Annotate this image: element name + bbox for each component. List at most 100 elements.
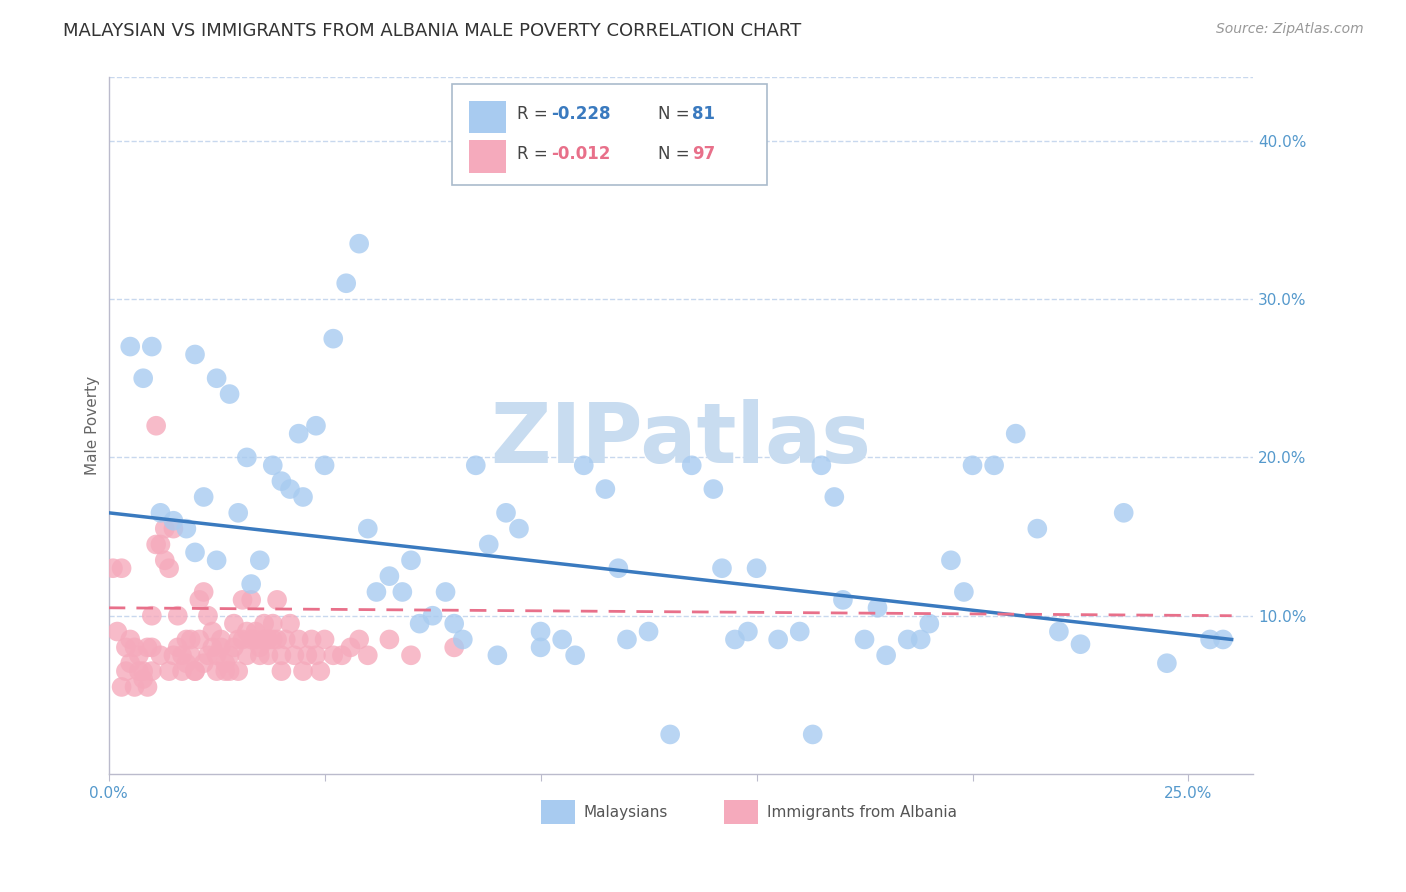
Point <box>184 545 207 559</box>
Point <box>724 632 747 647</box>
Point <box>322 332 344 346</box>
Point <box>226 506 249 520</box>
Point <box>218 387 240 401</box>
Point <box>314 458 336 473</box>
Point <box>399 648 422 663</box>
Point <box>1112 506 1135 520</box>
Point <box>529 624 551 639</box>
Point <box>162 648 184 663</box>
Point <box>180 648 202 663</box>
Point <box>124 640 146 655</box>
Text: R =: R = <box>517 145 554 163</box>
Point <box>257 632 280 647</box>
Point <box>253 616 276 631</box>
Point <box>408 616 430 631</box>
Point <box>232 632 254 647</box>
Point <box>115 664 138 678</box>
Point <box>301 632 323 647</box>
Point <box>478 537 501 551</box>
Point <box>391 585 413 599</box>
Point <box>222 640 245 655</box>
Point <box>149 506 172 520</box>
Point <box>240 632 263 647</box>
Point <box>214 664 236 678</box>
Point <box>962 458 984 473</box>
Point <box>110 561 132 575</box>
Point <box>823 490 845 504</box>
Point <box>120 657 142 671</box>
Point <box>278 482 301 496</box>
Point <box>810 458 832 473</box>
Text: Immigrants from Albania: Immigrants from Albania <box>766 805 957 820</box>
Point <box>745 561 768 575</box>
Point <box>495 506 517 520</box>
Point <box>136 680 159 694</box>
Point <box>236 624 259 639</box>
Point <box>983 458 1005 473</box>
Point <box>245 632 267 647</box>
Point <box>249 553 271 567</box>
Point <box>149 537 172 551</box>
Point <box>366 585 388 599</box>
Point <box>193 490 215 504</box>
Point <box>1047 624 1070 639</box>
Point <box>262 616 284 631</box>
Point <box>184 347 207 361</box>
Point <box>287 426 309 441</box>
Point <box>789 624 811 639</box>
Point <box>162 522 184 536</box>
Point <box>188 632 211 647</box>
Point <box>153 553 176 567</box>
Point <box>357 648 380 663</box>
Point <box>145 537 167 551</box>
Point <box>153 522 176 536</box>
Point <box>184 664 207 678</box>
Point <box>292 490 315 504</box>
Point <box>443 640 465 655</box>
Point <box>866 600 889 615</box>
Point <box>681 458 703 473</box>
FancyBboxPatch shape <box>451 85 766 186</box>
Point <box>399 553 422 567</box>
Point <box>249 640 271 655</box>
Point <box>270 474 292 488</box>
Point <box>209 640 232 655</box>
Point <box>218 664 240 678</box>
Point <box>226 664 249 678</box>
Point <box>101 561 124 575</box>
Point <box>322 648 344 663</box>
Point <box>132 672 155 686</box>
FancyBboxPatch shape <box>724 800 758 824</box>
Point <box>434 585 457 599</box>
Point <box>702 482 724 496</box>
Point <box>270 664 292 678</box>
Point <box>1212 632 1234 647</box>
Point <box>1069 637 1091 651</box>
Point <box>166 608 188 623</box>
Point <box>1004 426 1026 441</box>
Point <box>297 648 319 663</box>
Point <box>222 616 245 631</box>
Point <box>551 632 574 647</box>
Point <box>486 648 509 663</box>
Point <box>274 632 297 647</box>
Point <box>128 664 150 678</box>
Y-axis label: Male Poverty: Male Poverty <box>86 376 100 475</box>
Point <box>170 648 193 663</box>
Point <box>464 458 486 473</box>
Point <box>262 458 284 473</box>
Point <box>209 632 232 647</box>
Point <box>132 371 155 385</box>
Point <box>180 632 202 647</box>
Point <box>1156 657 1178 671</box>
Point <box>193 657 215 671</box>
Point <box>266 593 288 607</box>
Point <box>766 632 789 647</box>
Point <box>249 648 271 663</box>
Point <box>1026 522 1049 536</box>
Point <box>607 561 630 575</box>
Point <box>572 458 595 473</box>
Point <box>335 277 357 291</box>
Text: Source: ZipAtlas.com: Source: ZipAtlas.com <box>1216 22 1364 37</box>
Point <box>253 632 276 647</box>
